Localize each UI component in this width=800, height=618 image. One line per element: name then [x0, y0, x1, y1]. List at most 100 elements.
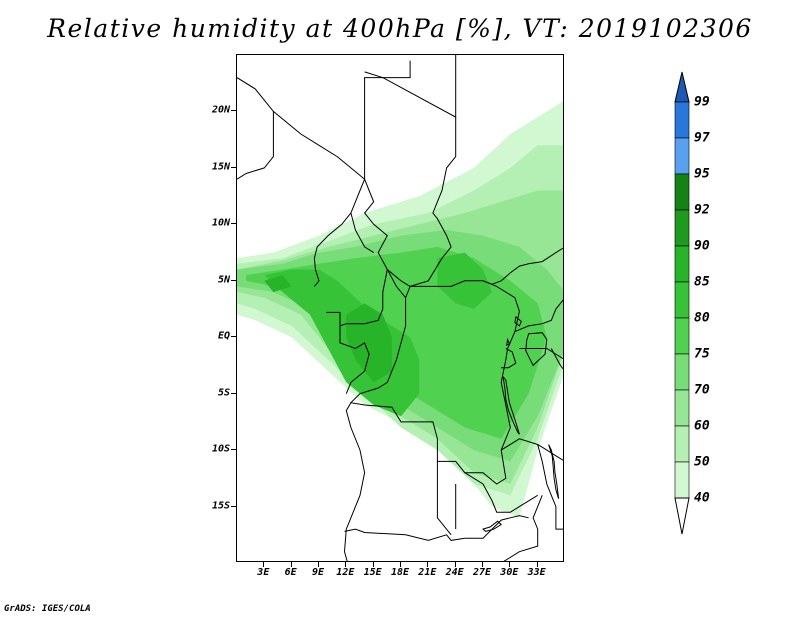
- country-border: [537, 444, 563, 530]
- colorbar-box: [674, 209, 690, 247]
- country-border: [550, 348, 563, 370]
- colorbar-level-label: 80: [694, 310, 710, 326]
- colorbar-level-label: 75: [694, 346, 710, 362]
- country-border: [343, 402, 366, 561]
- longitude-tick: [318, 562, 319, 567]
- lake-outline: [548, 444, 560, 499]
- country-border: [313, 179, 366, 287]
- colorbar-level-label: 99: [694, 94, 710, 110]
- colorbar-box: [674, 281, 690, 319]
- grads-credit: GrADS: IGES/COLA: [4, 604, 91, 614]
- latitude-tick: [231, 166, 236, 168]
- lake-outline: [514, 315, 522, 327]
- longitude-tick-label: 12E: [336, 567, 355, 578]
- country-border: [519, 348, 563, 360]
- longitude-tick-label: 9E: [311, 567, 325, 578]
- latitude-tick-label: 10S: [211, 443, 230, 455]
- humidity-region: [264, 269, 420, 417]
- longitude-tick: [290, 562, 292, 567]
- latitude-tick-label: EQ: [217, 330, 230, 342]
- country-border: [464, 515, 529, 539]
- country-border: [344, 528, 465, 541]
- longitude-tick-label: 24E: [445, 567, 464, 578]
- colorbar-level-label: 50: [694, 454, 710, 470]
- longitude-tick-label: 3E: [257, 567, 270, 578]
- colorbar-level-label: 40: [694, 490, 710, 506]
- longitude-tick-label: 27E: [472, 567, 492, 578]
- colorbar-box: [674, 461, 690, 499]
- lake-outline: [506, 337, 511, 346]
- latitude-tick-label: 15N: [211, 161, 230, 173]
- colorbar-box: [674, 425, 690, 463]
- colorbar-box: [674, 389, 690, 427]
- country-border: [464, 472, 538, 513]
- longitude-tick-label: 33E: [527, 567, 546, 578]
- humidity-contour-fills: [237, 101, 563, 518]
- country-border: [500, 438, 563, 461]
- latitude-tick: [231, 110, 236, 112]
- longitude-tick: [509, 562, 511, 567]
- colorbar-level-label: 60: [694, 418, 710, 434]
- country-borders: [237, 55, 563, 561]
- colorbar-level-label: 70: [694, 382, 710, 398]
- colorbar-level-label: 92: [694, 202, 710, 218]
- longitude-tick: [400, 562, 401, 567]
- latitude-tick-label: 20N: [211, 104, 230, 116]
- latitude-tick: [231, 223, 236, 225]
- country-border: [326, 269, 388, 327]
- country-border: [363, 117, 457, 287]
- longitude-tick: [427, 562, 429, 567]
- colorbar-box: [674, 137, 690, 175]
- longitude-tick: [536, 562, 538, 567]
- country-border: [237, 60, 411, 181]
- lake-outlines: [481, 315, 560, 532]
- latitude-tick-label: 5S: [217, 387, 230, 399]
- country-border: [237, 111, 274, 180]
- colorbar-level-label: 95: [694, 166, 710, 182]
- longitude-tick-label: 21E: [418, 567, 437, 578]
- lake-outline: [481, 520, 503, 532]
- longitude-tick: [345, 562, 347, 567]
- longitude-tick-label: 18E: [390, 567, 410, 578]
- country-border: [350, 212, 374, 254]
- colorbar-level-label: 97: [694, 130, 710, 146]
- colorbar-under-triangle: [674, 497, 690, 535]
- longitude-tick: [454, 562, 456, 567]
- colorbar-box: [674, 353, 690, 391]
- colorbar: [674, 71, 690, 535]
- country-border: [436, 461, 452, 536]
- latitude-tick: [231, 279, 236, 281]
- country-border: [349, 269, 520, 485]
- colorbar-over-triangle: [674, 71, 690, 103]
- colorbar-box: [674, 245, 690, 283]
- lake-outline: [502, 374, 520, 435]
- humidity-map: [237, 55, 563, 561]
- colorbar-box: [674, 101, 690, 139]
- humidity-region: [346, 303, 392, 383]
- longitude-tick: [482, 562, 483, 567]
- longitude-tick: [263, 562, 265, 567]
- longitude-tick-label: 15E: [363, 567, 382, 578]
- lake-outline: [525, 332, 548, 367]
- longitude-tick: [372, 562, 374, 567]
- latitude-tick: [231, 392, 236, 394]
- country-border: [503, 495, 543, 561]
- country-border: [364, 55, 457, 118]
- latitude-tick-label: 5N: [217, 274, 230, 286]
- latitude-tick-label: 10N: [211, 217, 230, 229]
- latitude-tick: [231, 449, 236, 451]
- map-panel: [236, 54, 564, 562]
- latitude-tick: [231, 505, 236, 507]
- latitude-tick: [231, 336, 236, 338]
- longitude-tick-label: 30E: [500, 567, 519, 578]
- latitude-tick-label: 15S: [211, 500, 230, 512]
- country-border: [339, 325, 370, 394]
- country-border: [501, 348, 517, 369]
- colorbar-level-label: 85: [694, 274, 710, 290]
- colorbar-level-label: 90: [694, 238, 710, 254]
- colorbar-box: [674, 173, 690, 211]
- colorbar-box: [674, 317, 690, 355]
- map-title: Relative humidity at 400hPa [%], VT: 201…: [47, 14, 753, 43]
- longitude-tick-label: 6E: [284, 567, 297, 578]
- country-border: [482, 247, 563, 285]
